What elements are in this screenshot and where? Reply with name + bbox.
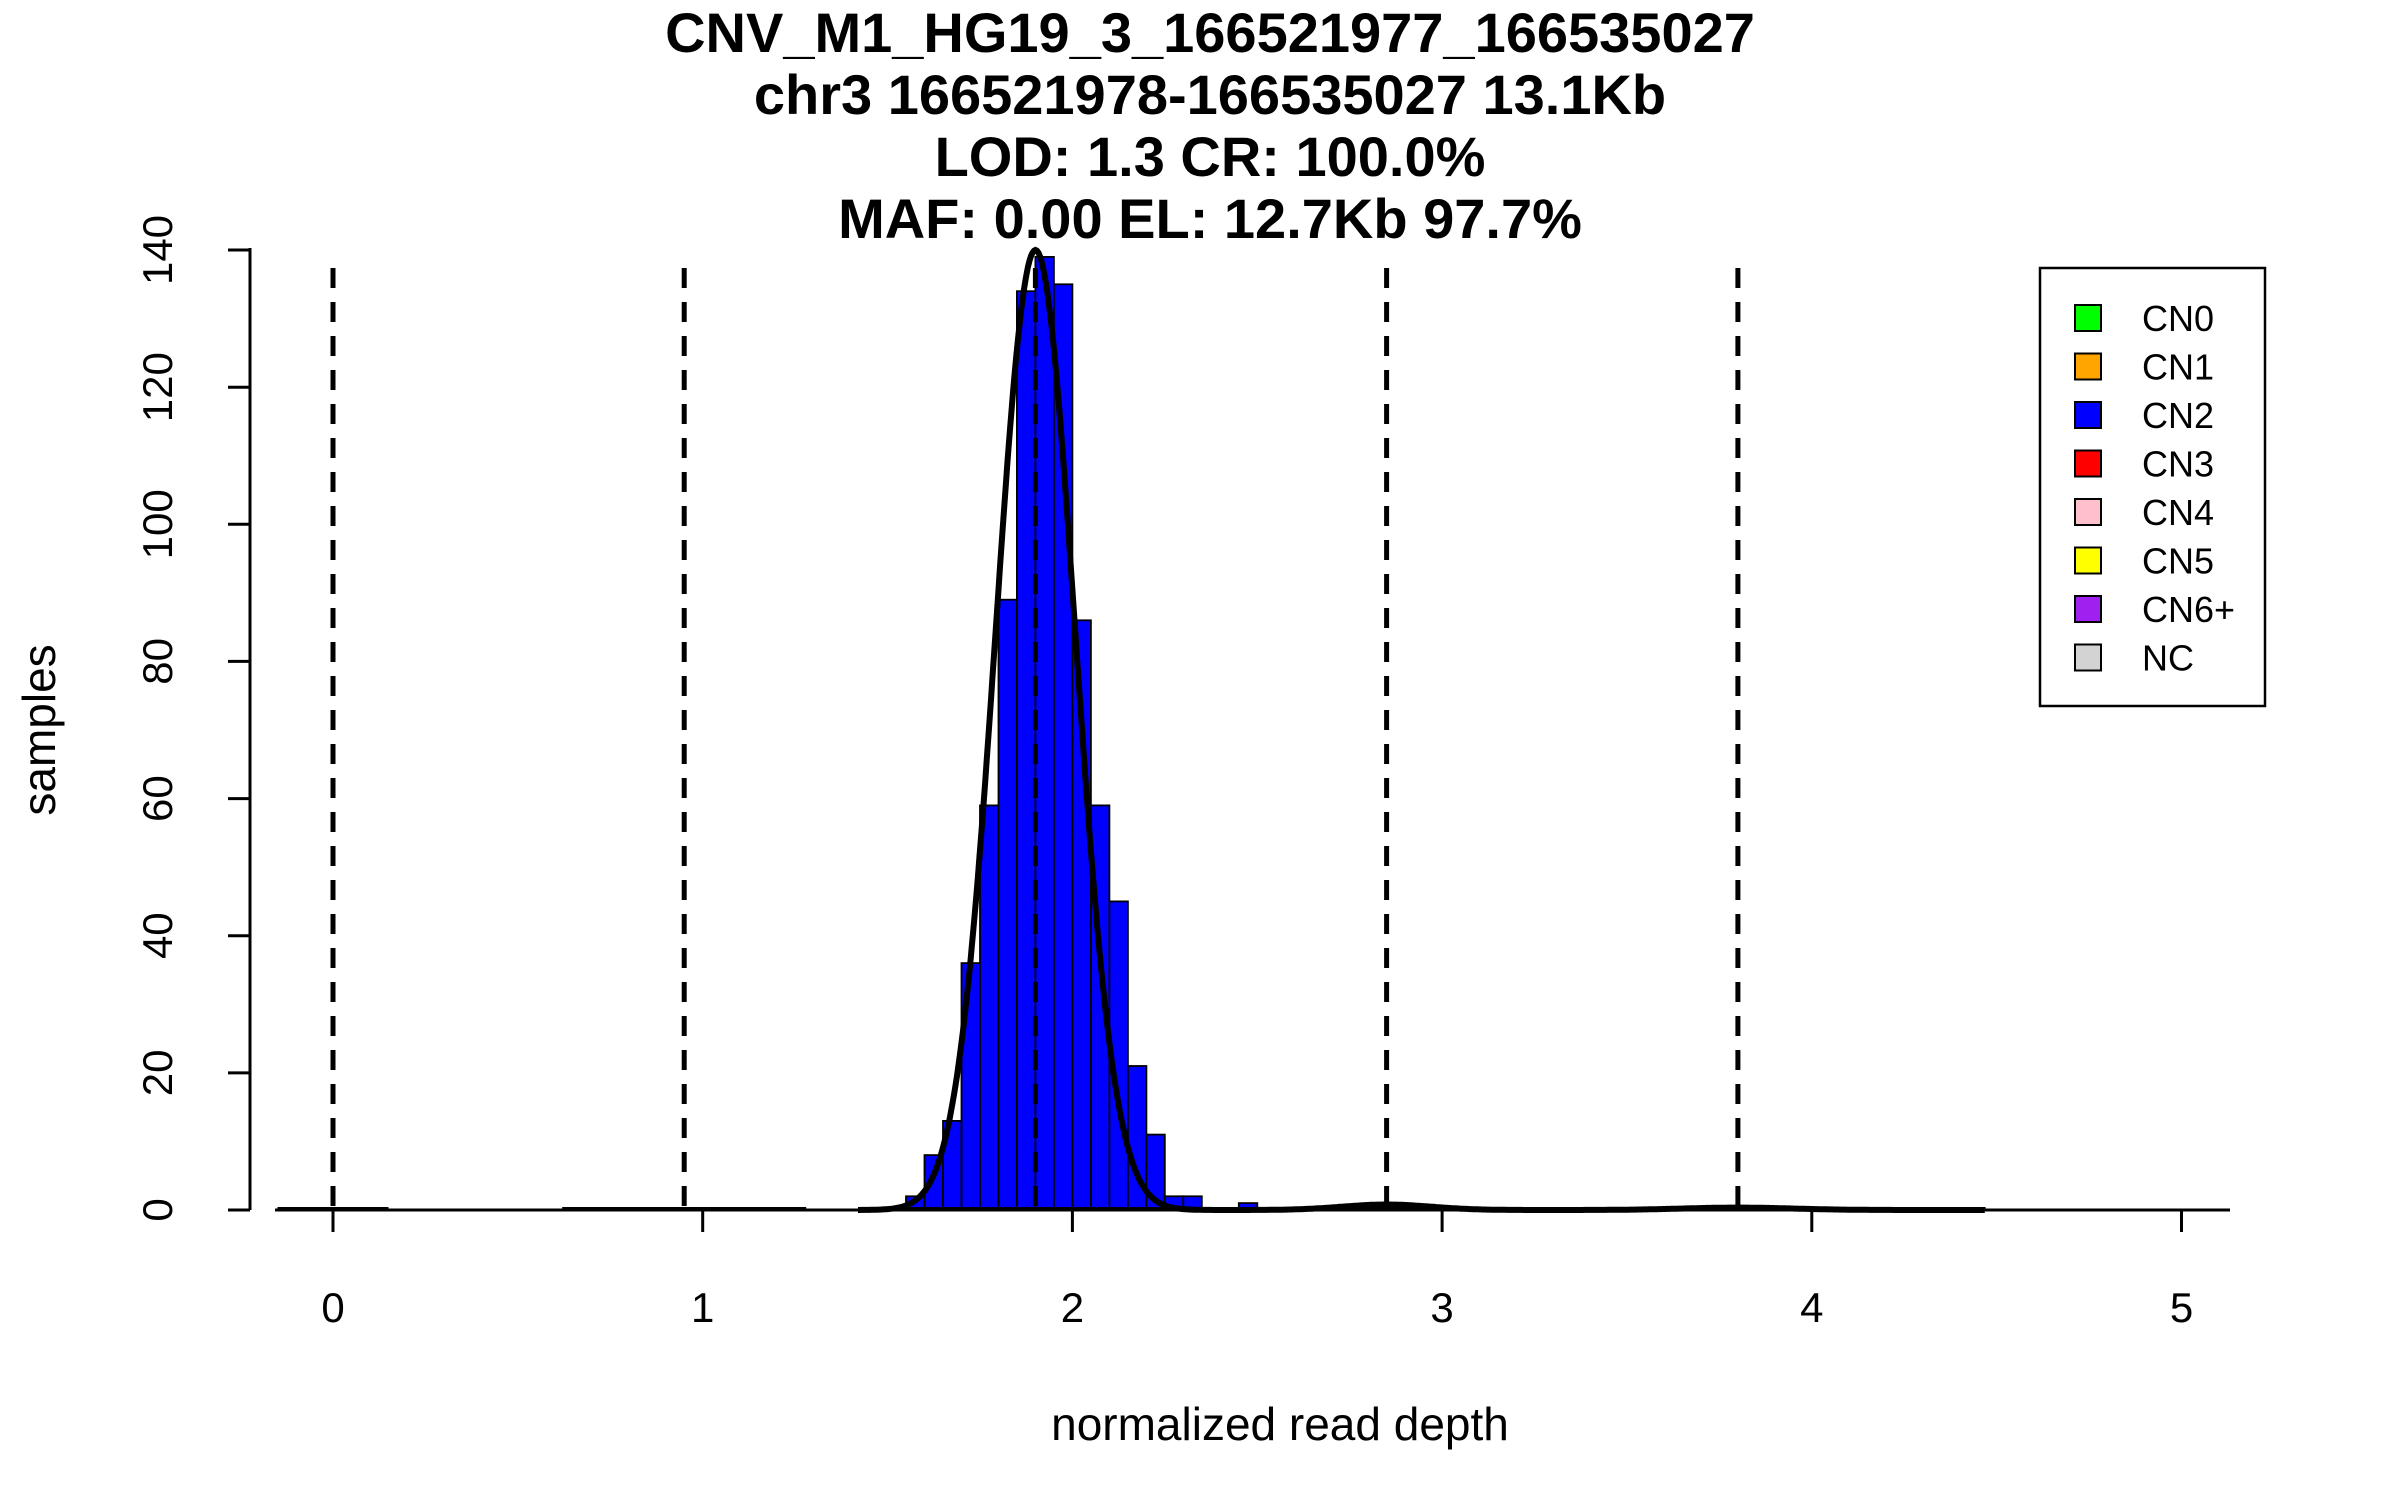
legend-box <box>2038 266 2267 708</box>
legend-label: CN0 <box>2142 298 2214 339</box>
y-tick-label: 40 <box>134 912 181 959</box>
legend-label: CN2 <box>2142 395 2214 436</box>
legend: CN0 CN1 CN2 CN3 CN4 CN5 CN6+ NC <box>2038 266 2267 708</box>
x-tick-label: 4 <box>1800 1284 1823 1331</box>
legend-label: NC <box>2142 638 2194 679</box>
y-tick-label: 100 <box>134 489 181 559</box>
legend-swatch <box>2074 643 2102 672</box>
legend-items: CN0 CN1 CN2 CN3 CN4 CN5 CN6+ NC <box>2074 298 2235 679</box>
legend-swatch <box>2074 304 2102 332</box>
copy-number-markers <box>330 268 1741 1210</box>
y-axis-label: samples <box>13 644 65 815</box>
histogram-bar <box>1016 290 1037 1211</box>
legend-item-cn3: CN3 <box>2074 444 2214 485</box>
legend-item-cn2: CN2 <box>2074 395 2214 436</box>
title-line-1: CNV_M1_HG19_3_166521977_166535027 <box>665 1 1755 64</box>
x-axis-ticks: 0 1 2 3 4 5 <box>321 1210 2193 1331</box>
y-tick-label: 60 <box>134 775 181 822</box>
chart-title: CNV_M1_HG19_3_166521977_166535027 chr3 1… <box>665 1 1755 250</box>
x-tick-label: 3 <box>1430 1284 1453 1331</box>
legend-item-nc: NC <box>2074 638 2194 679</box>
legend-label: CN3 <box>2142 444 2214 485</box>
legend-item-cn5: CN5 <box>2074 541 2214 582</box>
legend-swatch <box>2074 401 2102 429</box>
legend-item-cn0: CN0 <box>2074 298 2214 339</box>
legend-label: CN1 <box>2142 347 2214 388</box>
title-line-2: chr3 166521978-166535027 13.1Kb <box>754 63 1666 126</box>
legend-label: CN6+ <box>2142 589 2235 630</box>
legend-item-cn4: CN4 <box>2074 492 2214 533</box>
y-tick-label: 120 <box>134 352 181 422</box>
legend-item-cn6plus: CN6+ <box>2074 589 2235 630</box>
y-tick-label: 20 <box>134 1050 181 1097</box>
legend-item-cn1: CN1 <box>2074 347 2214 388</box>
histogram-bar <box>997 598 1018 1211</box>
y-tick-label: 0 <box>134 1198 181 1221</box>
legend-swatch <box>2074 449 2102 478</box>
histogram-bar <box>1034 255 1055 1211</box>
legend-swatch <box>2074 352 2102 381</box>
y-tick-label: 80 <box>134 638 181 685</box>
x-tick-label: 2 <box>1061 1284 1084 1331</box>
title-line-4: MAF: 0.00 EL: 12.7Kb 97.7% <box>838 187 1582 250</box>
title-line-3: LOD: 1.3 CR: 100.0% <box>935 125 1486 188</box>
legend-swatch <box>2074 595 2102 623</box>
legend-label: CN4 <box>2142 492 2214 533</box>
x-tick-label: 5 <box>2170 1284 2193 1331</box>
histogram-bar <box>979 804 1000 1211</box>
legend-swatch <box>2074 546 2102 575</box>
x-tick-label: 0 <box>321 1284 344 1331</box>
y-axis-ticks: 0 20 40 60 80 100 120 140 <box>134 215 250 1222</box>
legend-swatch <box>2074 498 2102 526</box>
x-tick-label: 1 <box>691 1284 714 1331</box>
legend-label: CN5 <box>2142 541 2214 582</box>
axes <box>248 248 2230 1212</box>
y-tick-label: 140 <box>134 215 181 285</box>
x-axis-label: normalized read depth <box>1051 1398 1509 1450</box>
